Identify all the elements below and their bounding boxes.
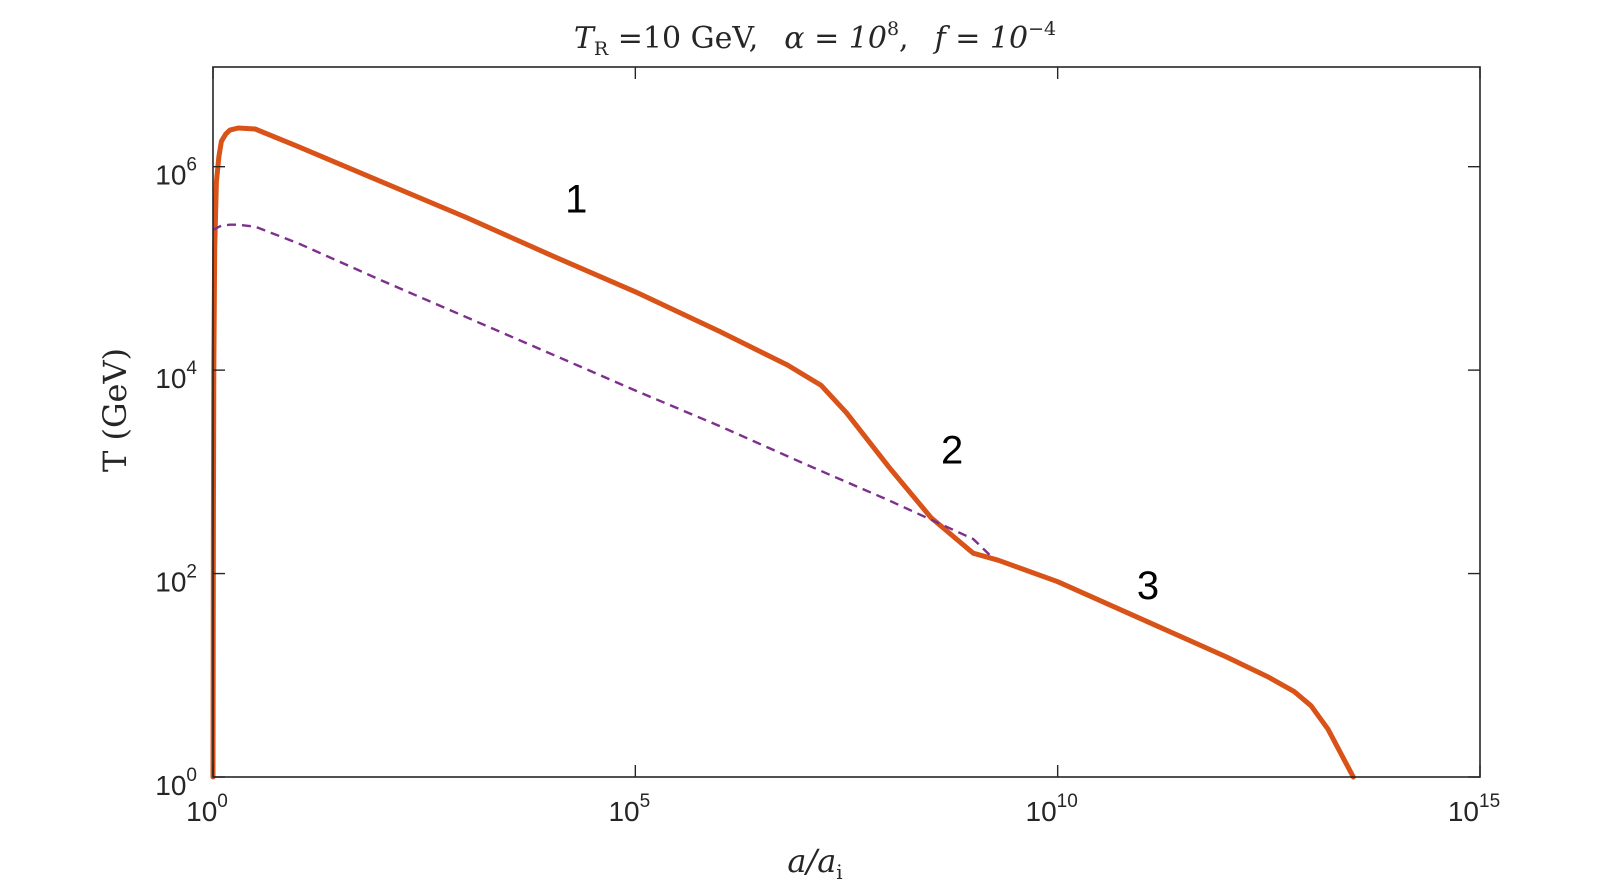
y-tick-label: 102: [155, 562, 197, 598]
annotation-layer: 1 2 3: [565, 177, 1159, 608]
series-dashed-line: [212, 223, 991, 557]
title-f: f = 10: [933, 21, 1029, 56]
x-tick-exponent: 15: [1479, 791, 1500, 812]
x-tick-label: 1015: [1448, 791, 1500, 827]
x-tick-base: 10: [608, 796, 639, 827]
region-label-1: 1: [565, 177, 587, 221]
y-tick-base: 10: [155, 363, 186, 394]
x-axis-label: a/ai: [787, 842, 842, 880]
y-tick-exponent: 4: [186, 358, 197, 379]
x-tick-base: 10: [1448, 796, 1479, 827]
x-tick-label: 105: [608, 791, 650, 827]
x-tick-label: 1010: [1026, 791, 1078, 827]
title-t-subscript: R: [594, 38, 609, 60]
series-solid-line: [210, 125, 1356, 780]
y-tick-exponent: 2: [186, 562, 197, 583]
x-axis-label-subscript: i: [836, 860, 842, 880]
title-alpha: α = 10: [784, 21, 887, 56]
y-tick-base: 10: [155, 567, 186, 598]
title-tr-value: =10 GeV,: [608, 21, 758, 56]
series-layer: [210, 125, 1356, 780]
x-tick-label: 100: [186, 791, 228, 827]
x-tick-exponent: 5: [640, 791, 651, 812]
y-tick-label: 104: [155, 358, 197, 394]
axes-box: [212, 66, 1481, 778]
y-tick-base: 10: [155, 160, 186, 191]
x-tick-exponent: 10: [1057, 791, 1078, 812]
title-alpha-separator: ,: [899, 21, 909, 56]
x-axis-label-text: a/a: [787, 842, 836, 880]
y-tick-label: 106: [155, 155, 197, 191]
plot-area: 1 2 3: [210, 66, 1481, 780]
y-tick-base: 10: [155, 770, 186, 801]
title-alpha-exponent: 8: [887, 18, 899, 40]
y-tick-exponent: 0: [186, 765, 197, 786]
y-tick-exponent: 6: [186, 155, 197, 176]
title-t-symbol: T: [574, 21, 596, 56]
chart-title: TR =10 GeV, α = 108, f = 10−4: [574, 18, 1056, 60]
x-tick-base: 10: [186, 796, 217, 827]
y-axis-label: T (GeV): [96, 348, 134, 472]
region-label-3: 3: [1137, 564, 1159, 608]
region-label-2: 2: [941, 429, 963, 473]
y-tick-label: 100: [155, 765, 197, 801]
x-tick-exponent: 0: [217, 791, 228, 812]
x-tick-base: 10: [1026, 796, 1057, 827]
x-tick-labels: 100 105 1010 1015: [186, 791, 1500, 827]
title-f-exponent: −4: [1028, 18, 1056, 40]
